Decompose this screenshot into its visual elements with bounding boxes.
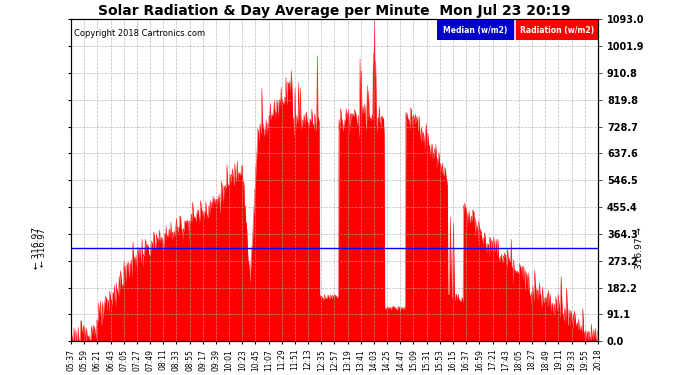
Text: ← 316.97: ← 316.97 xyxy=(32,227,41,269)
Text: 316.97 →: 316.97 → xyxy=(635,227,644,269)
Text: Copyright 2018 Cartronics.com: Copyright 2018 Cartronics.com xyxy=(74,29,205,38)
Text: ← 316.97: ← 316.97 xyxy=(38,228,48,267)
Title: Solar Radiation & Day Average per Minute  Mon Jul 23 20:19: Solar Radiation & Day Average per Minute… xyxy=(98,4,571,18)
